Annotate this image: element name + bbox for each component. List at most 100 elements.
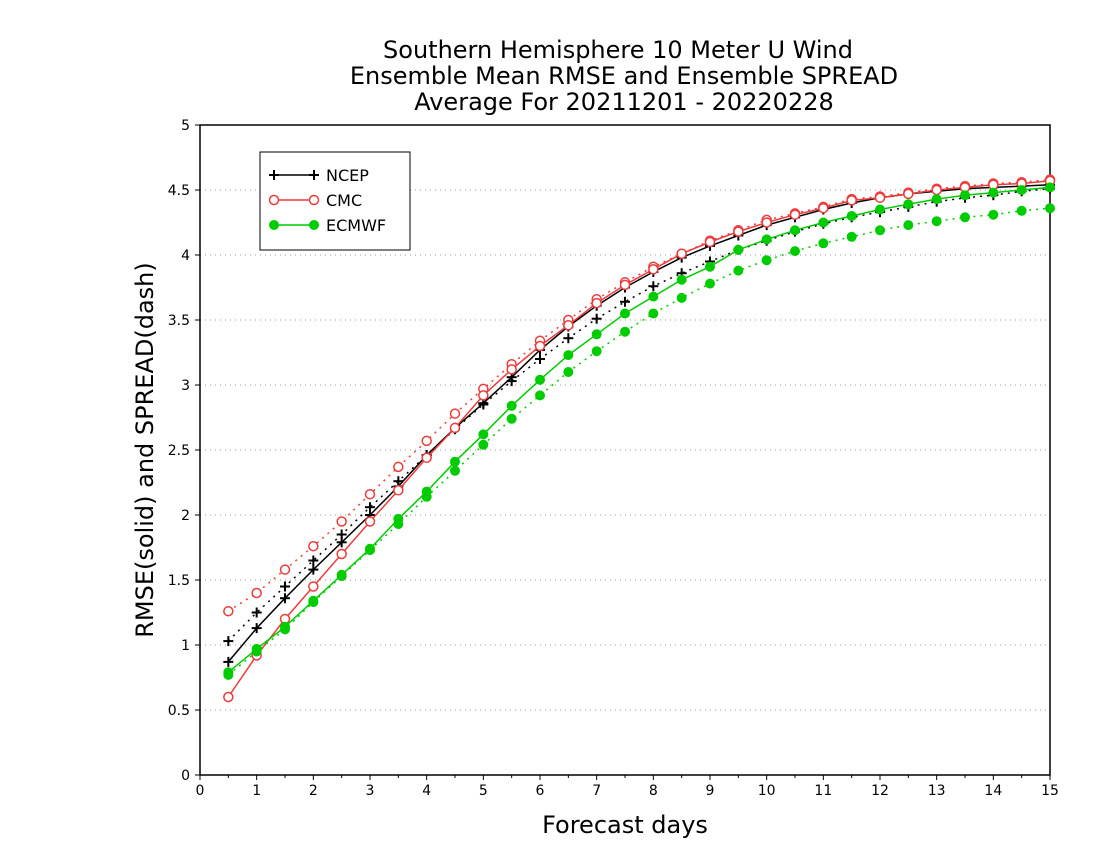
cmc-rmse-point [789, 209, 801, 220]
ecmwf-rmse-point [223, 667, 234, 678]
cmc-rmse-line [227, 180, 1051, 698]
ecmwf-spread-point [705, 278, 715, 289]
cmc-rmse-point [591, 297, 602, 309]
x-tick-label: 8 [649, 783, 658, 799]
legend-marker-left [269, 220, 279, 230]
cmc-spread-point [223, 605, 234, 617]
x-tick-label: 11 [814, 783, 832, 799]
ncep-rmse-point [308, 564, 319, 575]
ecmwf-spread-point [733, 265, 744, 276]
ecmwf-rmse-point [733, 244, 744, 255]
ecmwf-rmse-point [676, 274, 687, 285]
cmc-spread-point [449, 408, 461, 419]
ecmwf-spread-point [931, 216, 942, 227]
ncep-rmse-point [251, 623, 262, 634]
y-tick-label: 2 [181, 508, 190, 524]
cmc-rmse-point [563, 319, 574, 331]
cmc-rmse-point [393, 485, 404, 496]
ecmwf-spread-point [1016, 205, 1027, 216]
y-tick-label: 0.5 [168, 703, 190, 719]
cmc-spread-point [308, 540, 319, 552]
ncep-spread-point [563, 333, 574, 344]
ecmwf-rmse-point [478, 429, 489, 440]
cmc-rmse-point [676, 248, 687, 259]
y-tick-label: 3 [181, 378, 190, 394]
ecmwf-rmse-point [251, 643, 262, 654]
ecmwf-rmse-point [875, 204, 885, 215]
x-tick-label: 13 [928, 783, 946, 799]
legend-marker-right [309, 170, 319, 180]
ncep-rmse-point [336, 537, 347, 548]
cmc-rmse-point [846, 195, 857, 206]
axis-ticks: 00.511.522.533.544.550 1 2 3 4 5 6 7 8 9 10 11 12 13 1… [168, 118, 1059, 799]
legend-label: ECMWF [326, 216, 386, 235]
x-tick-label: 7 [592, 783, 601, 799]
cmc-rmse-point [648, 264, 659, 275]
ecmwf-spread-point [676, 292, 687, 303]
cmc-rmse-point [336, 548, 347, 560]
y-tick-label: 1.5 [168, 573, 190, 589]
cmc-rmse-point [506, 364, 517, 375]
legend-marker-right [309, 220, 319, 230]
cmc-rmse-point [619, 279, 631, 291]
cmc-rmse-point [534, 340, 546, 352]
ecmwf-rmse-point [591, 329, 602, 340]
ncep-spread-point [620, 296, 630, 307]
y-tick-label: 2.5 [168, 443, 190, 459]
ecmwf-rmse-point [421, 486, 432, 497]
series-ecmwf [223, 182, 1055, 680]
legend-marker-left [268, 194, 280, 206]
cmc-rmse-point [874, 192, 886, 204]
x-tick-label: 0 [196, 783, 205, 799]
legend-label: CMC [326, 191, 362, 210]
ecmwf-spread-point [648, 308, 659, 319]
cmc-rmse-point [818, 202, 829, 214]
ecmwf-rmse-point [931, 194, 942, 205]
title-line-1: Southern Hemisphere 10 Meter U Wind [383, 36, 853, 64]
series-cmc [223, 174, 1056, 703]
ecmwf-spread-point [591, 346, 602, 357]
cmc-spread-point [393, 461, 404, 473]
ncep-rmse-point [280, 593, 290, 604]
ecmwf-rmse-point [336, 569, 347, 580]
y-tick-label: 0 [181, 768, 190, 784]
ecmwf-spread-point [988, 209, 999, 220]
series-ncep [223, 179, 1055, 667]
cmc-rmse-point [733, 226, 744, 237]
ecmwf-rmse-point [620, 308, 630, 319]
ncep-spread-point [648, 281, 659, 292]
title-line-2: Ensemble Mean RMSE and Ensemble SPREAD [350, 62, 898, 90]
x-tick-label: 3 [366, 783, 375, 799]
ecmwf-spread-point [478, 439, 489, 450]
ecmwf-rmse-point [1045, 182, 1055, 193]
ecmwf-rmse-point [790, 225, 800, 236]
legend-item-ecmwf: ECMWF [269, 216, 386, 235]
data-series [223, 174, 1056, 703]
x-tick-label: 10 [758, 783, 776, 799]
ecmwf-rmse-point [308, 595, 319, 606]
y-axis-label: RMSE(solid) and SPREAD(dash) [131, 262, 159, 638]
cmc-spread-point [364, 488, 376, 500]
ecmwf-rmse-point [365, 543, 375, 554]
legend-marker-right [308, 194, 320, 206]
cmc-spread-point [336, 516, 347, 527]
cmc-spread-point [279, 564, 291, 575]
x-tick-label: 4 [422, 783, 431, 799]
ncep-spread-point [535, 354, 545, 364]
ecmwf-rmse-point [280, 621, 290, 632]
ecmwf-spread-point [620, 326, 630, 337]
legend-item-ncep: NCEP [269, 166, 369, 185]
ecmwf-rmse-point [393, 513, 404, 524]
cmc-rmse-point [421, 452, 432, 464]
cmc-rmse-point [308, 581, 319, 592]
ecmwf-rmse-point [761, 234, 772, 245]
y-tick-label: 4.5 [168, 183, 190, 199]
legend-box [259, 151, 411, 251]
ecmwf-spread-point [563, 367, 574, 377]
ecmwf-rmse-line [227, 186, 1051, 673]
chart-title: Southern Hemisphere 10 Meter U Wind Ense… [350, 36, 898, 116]
ncep-spread-point [223, 636, 234, 647]
ecmwf-rmse-point [903, 199, 914, 210]
x-tick-label: 12 [871, 783, 889, 799]
